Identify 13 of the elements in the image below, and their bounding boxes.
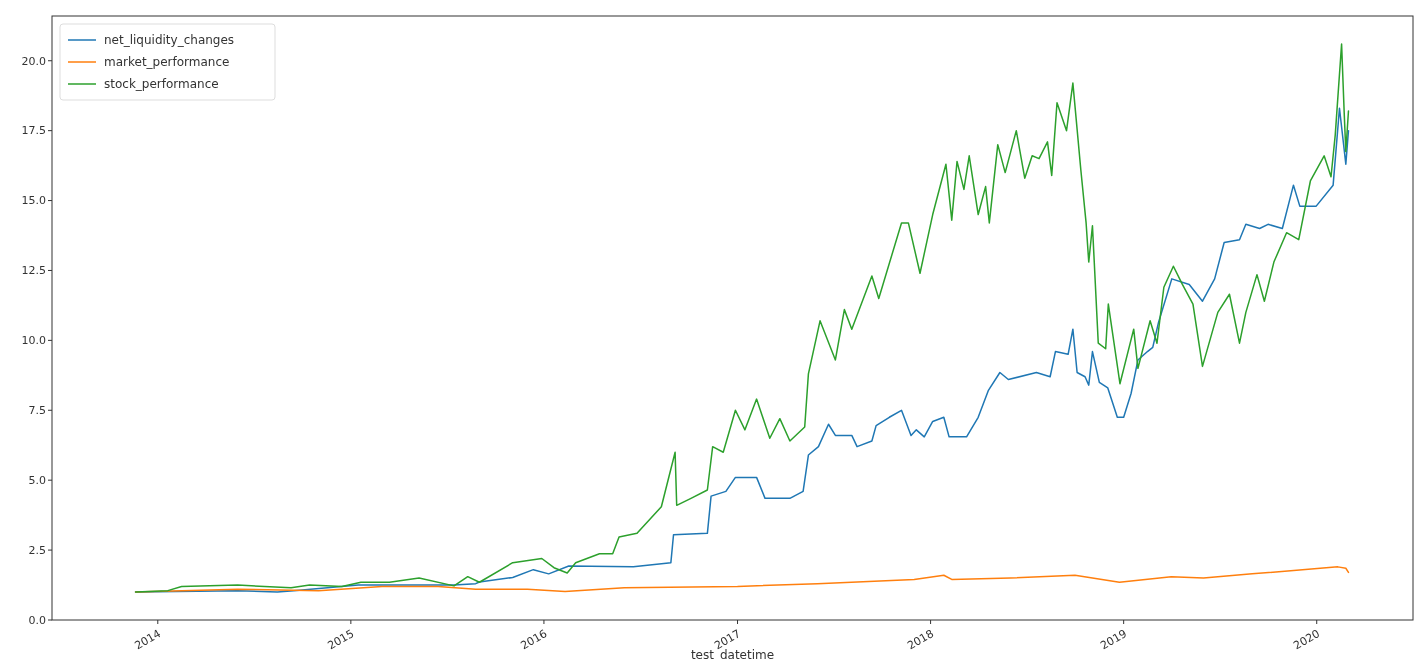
y-tick-label: 20.0	[21, 54, 46, 68]
y-tick-label: 12.5	[21, 264, 46, 278]
y-tick-label: 7.5	[28, 404, 46, 418]
x-axis-title: test_datetime	[690, 648, 775, 662]
y-tick-label: 2.5	[28, 543, 46, 557]
y-tick-label: 0.0	[28, 613, 46, 627]
y-tick-label: 10.0	[21, 334, 46, 348]
y-tick-label: 17.5	[21, 124, 46, 138]
legend-label: market_performance	[104, 55, 230, 70]
y-tick-label: 5.0	[28, 474, 46, 488]
legend-label: net_liquidity_changes	[104, 33, 235, 48]
legend-label: stock_performance	[104, 77, 219, 92]
y-tick-label: 15.0	[21, 194, 46, 208]
